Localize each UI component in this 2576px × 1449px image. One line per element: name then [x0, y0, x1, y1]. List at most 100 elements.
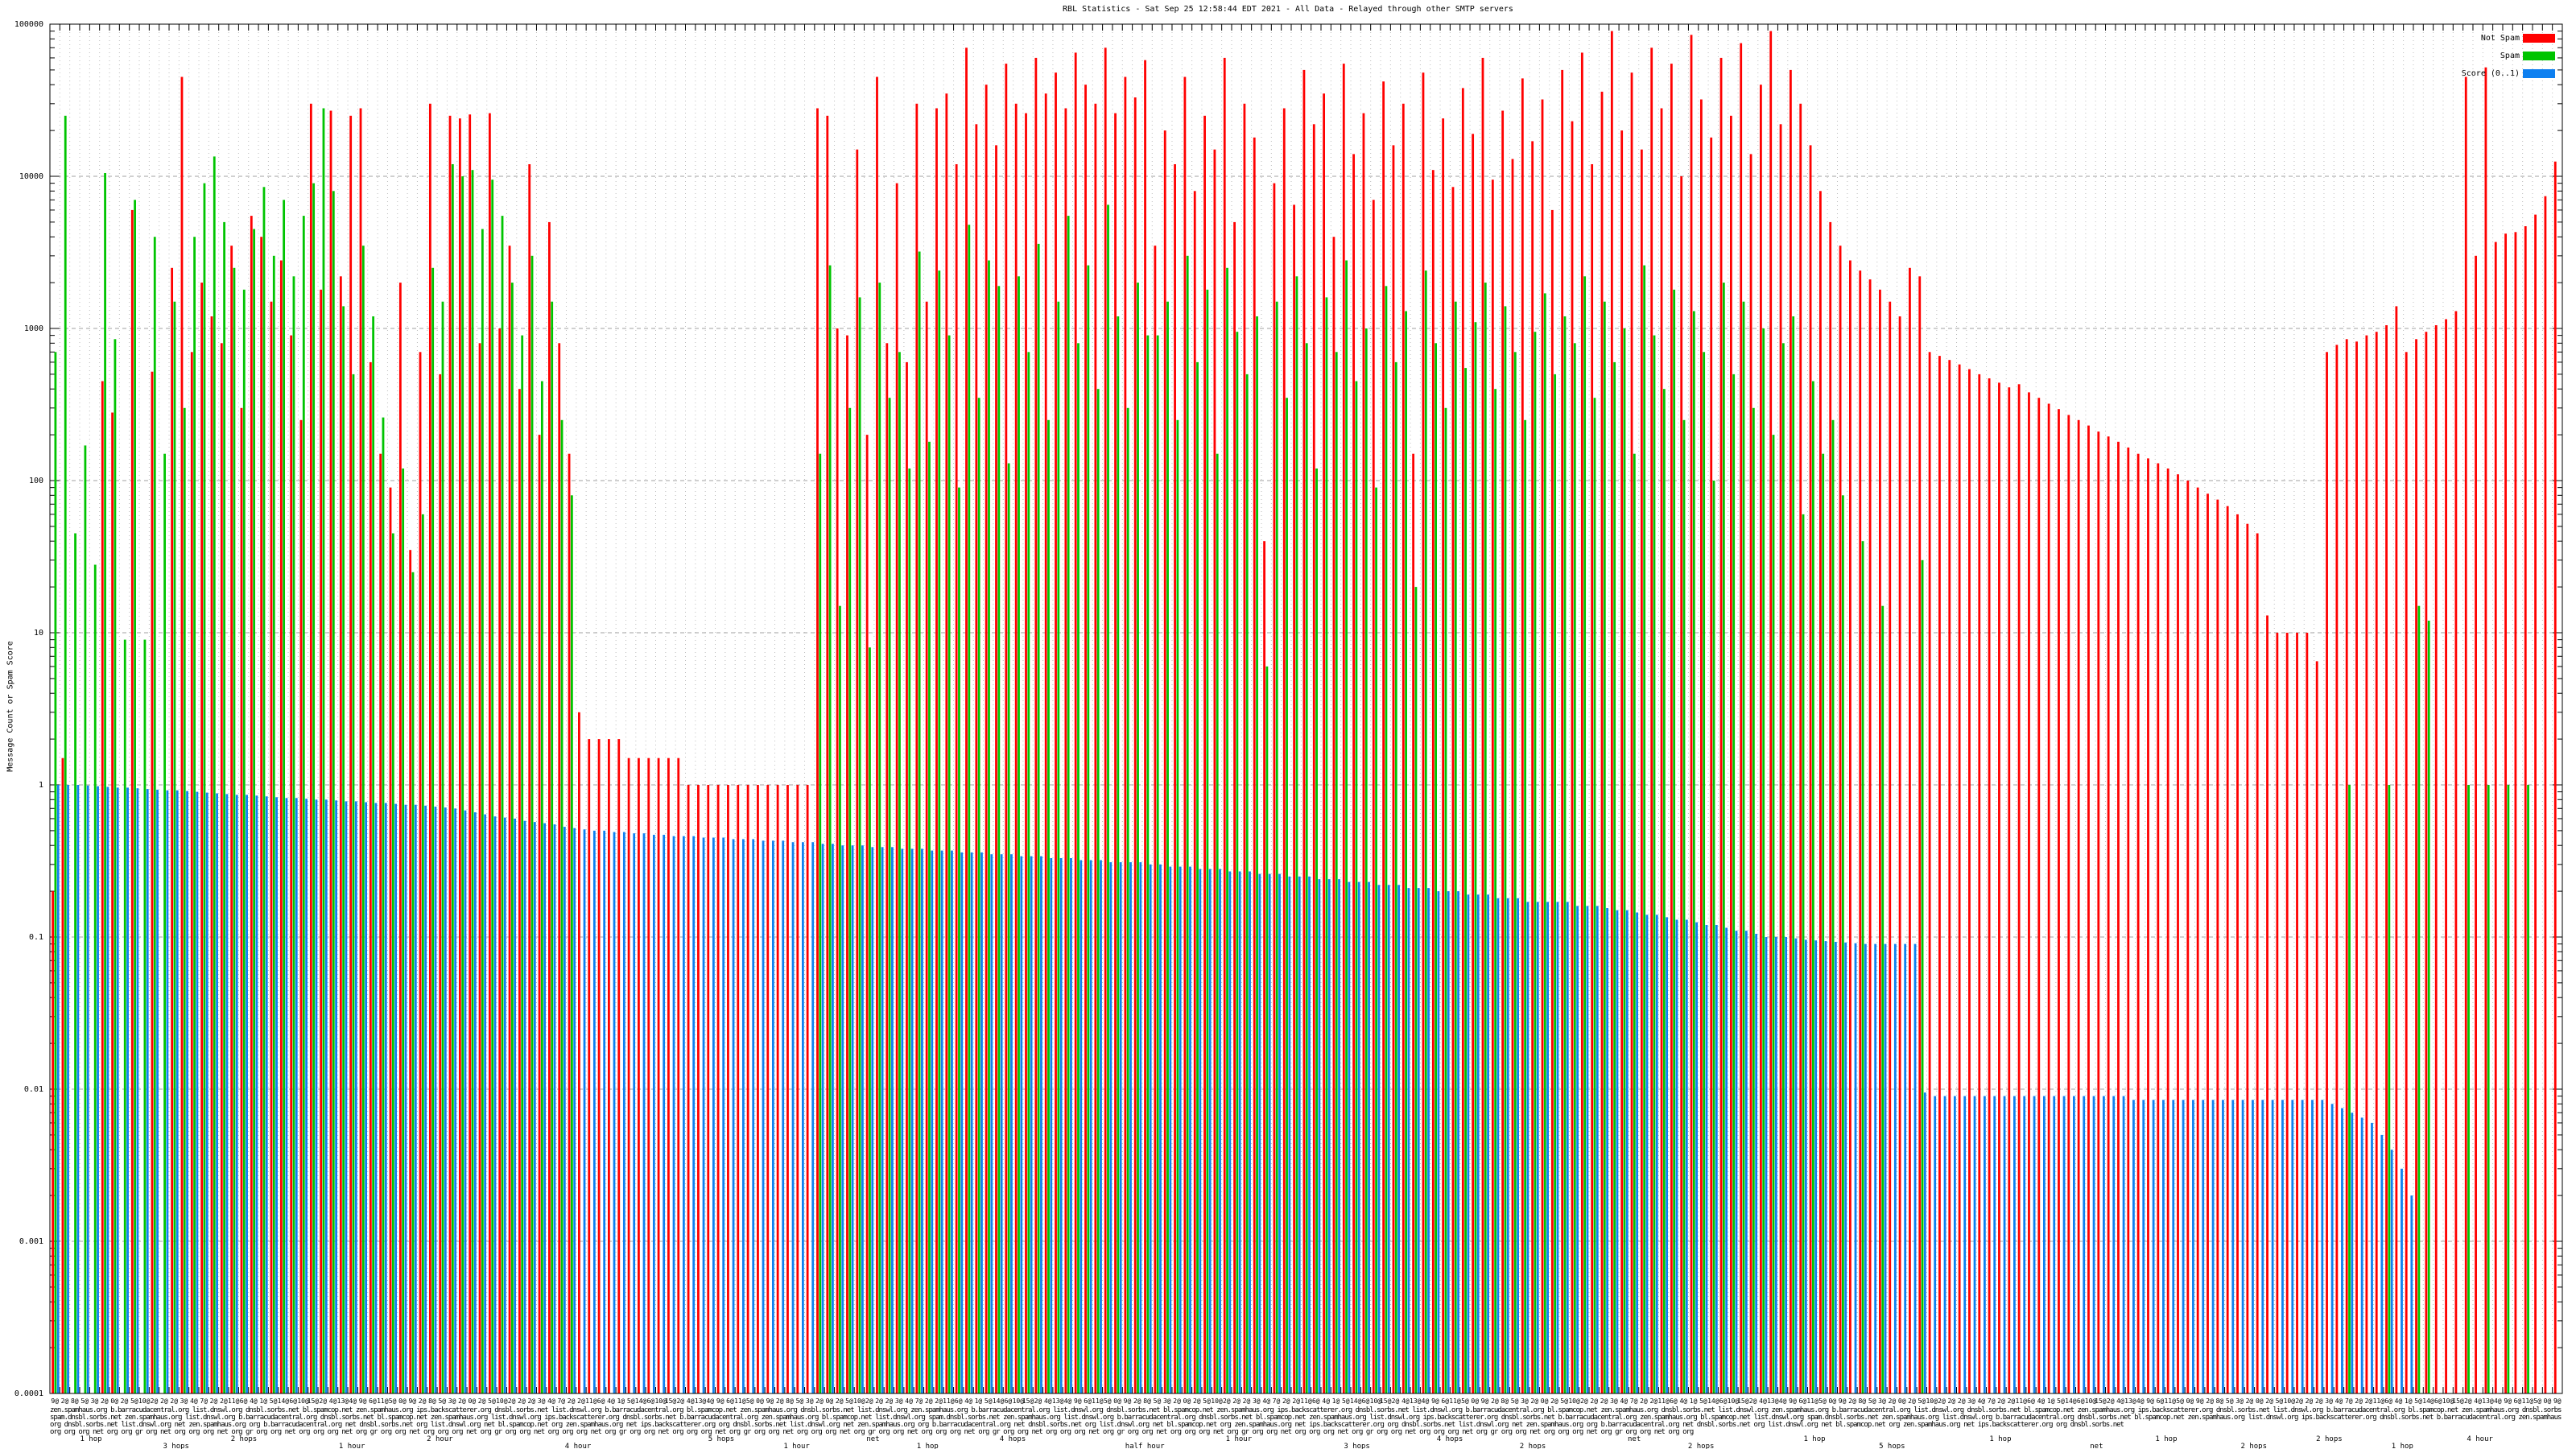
bar: [345, 801, 348, 1393]
bar: [886, 343, 889, 1393]
bar: [1126, 407, 1129, 1393]
bar: [716, 785, 720, 1393]
bar: [488, 113, 491, 1394]
bar: [895, 183, 898, 1394]
bar: [741, 839, 745, 1393]
bar: [2405, 352, 2408, 1393]
x-tick-count-label: 5@: [80, 1397, 89, 1405]
bar: [796, 785, 799, 1393]
x-tick-count-label: 1@: [975, 1397, 983, 1405]
bar: [1554, 374, 1557, 1393]
x-axis-label-row-1: zen.spamhaus.org b.barracudacentral.org …: [50, 1406, 2562, 1414]
bar: [2341, 1108, 2343, 1393]
x-tick-count-label: 2@: [1947, 1397, 1955, 1405]
bar: [776, 785, 779, 1393]
bar: [2375, 332, 2378, 1394]
bar: [1526, 902, 1530, 1393]
bar: [1444, 407, 1447, 1393]
bar: [1655, 914, 1658, 1393]
x-tick-count-label: 3@: [2325, 1397, 2333, 1405]
bar: [146, 789, 149, 1393]
bar: [414, 804, 417, 1393]
x-tick-count-label: 2@: [1232, 1397, 1241, 1405]
x-axis-hop-label: 1 hour: [1225, 1435, 1253, 1443]
bar: [2553, 161, 2557, 1394]
bar: [458, 118, 461, 1394]
x-tick-count-label: 5@: [1818, 1397, 1827, 1405]
x-tick-count-label: 2@: [568, 1397, 576, 1405]
x-tick-count-label: 3@: [180, 1397, 188, 1405]
bar: [1839, 246, 1842, 1394]
bar: [806, 785, 809, 1393]
x-tick-count-label: 2@: [2246, 1397, 2254, 1405]
x-tick-count-label: 7@: [1988, 1397, 1996, 1405]
x-tick-count-label: 4@: [2395, 1397, 2403, 1405]
bar: [285, 798, 288, 1393]
x-axis-hop-label: 2 hour: [427, 1435, 453, 1443]
bar: [2023, 1096, 2026, 1393]
bar: [1854, 943, 1857, 1393]
x-tick-count-label: 2@: [1173, 1397, 1181, 1405]
bar: [372, 316, 375, 1393]
bar: [1904, 943, 1907, 1393]
bar: [841, 845, 844, 1393]
bar: [1286, 398, 1288, 1394]
x-tick-count-label: 8@: [2216, 1397, 2224, 1405]
x-tick-count-label: 6@: [1312, 1397, 1320, 1405]
bar: [183, 407, 186, 1393]
legend-label-not-spam: Not Spam: [2480, 34, 2520, 43]
bar: [707, 785, 710, 1393]
bar: [76, 785, 80, 1393]
x-tick-count-label: 6@: [240, 1397, 248, 1405]
bar: [1332, 237, 1335, 1394]
x-tick-count-label: 5@: [270, 1397, 278, 1405]
bar: [1861, 541, 1864, 1394]
bar: [2083, 1096, 2086, 1393]
x-tick-count-label: 0@: [2544, 1397, 2552, 1405]
bar: [1573, 343, 1576, 1393]
bar: [1918, 276, 1922, 1393]
bar: [2326, 352, 2328, 1393]
bar: [1785, 937, 1788, 1393]
bar: [553, 824, 556, 1393]
bar: [1749, 154, 1752, 1393]
bar: [1133, 97, 1137, 1393]
bar: [2504, 233, 2507, 1394]
x-tick-count-label: 2@: [1034, 1397, 1042, 1405]
bar: [1988, 378, 1991, 1393]
bar: [389, 487, 392, 1393]
x-tick-count-label: 2@: [518, 1397, 526, 1405]
bar: [592, 830, 596, 1393]
bar: [2252, 1100, 2254, 1393]
bar: [54, 352, 57, 1393]
x-tick-count-label: 10@: [2085, 1397, 2097, 1405]
bar: [1179, 866, 1182, 1393]
bar: [1129, 862, 1132, 1393]
bar: [1695, 922, 1699, 1393]
bar: [1566, 902, 1569, 1393]
bar: [469, 114, 472, 1394]
bar: [1442, 118, 1445, 1394]
bar: [1725, 927, 1728, 1393]
bar: [2385, 325, 2388, 1393]
legend-item-score: Score (0..1): [2334, 69, 2560, 79]
bar: [2058, 409, 2060, 1394]
bar: [2028, 392, 2030, 1393]
bar: [359, 108, 362, 1393]
bar: [2371, 1122, 2373, 1393]
bar: [156, 790, 159, 1393]
bar: [1841, 495, 1844, 1393]
bar: [1729, 115, 1732, 1393]
bar: [1256, 316, 1258, 1393]
x-tick-count-label: 13@: [1767, 1397, 1779, 1405]
bar: [1973, 1096, 1976, 1393]
bar: [523, 820, 526, 1393]
bar: [332, 191, 335, 1393]
bar: [1650, 47, 1653, 1393]
x-tick-count-label: 3@: [538, 1397, 546, 1405]
bar: [1318, 879, 1321, 1393]
bar: [1044, 93, 1047, 1394]
bar: [657, 758, 660, 1393]
bars-not-spam: [52, 31, 2557, 1394]
bar: [1769, 31, 1773, 1394]
